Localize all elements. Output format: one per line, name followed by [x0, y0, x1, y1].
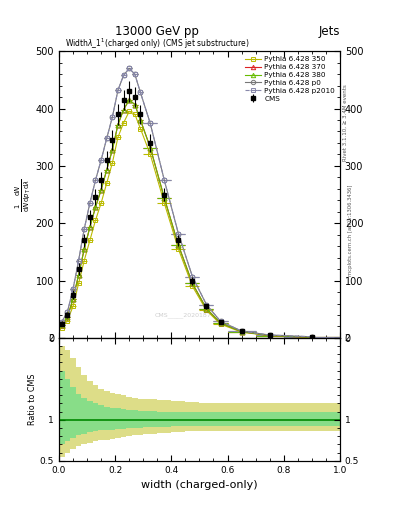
Y-axis label: Ratio to CMS: Ratio to CMS	[28, 374, 37, 425]
X-axis label: width (charged-only): width (charged-only)	[141, 480, 258, 490]
Y-axis label: $\frac{1}{\mathrm{d}N}\frac{\mathrm{d}N}{\mathrm{d}p_\mathrm{T}\,\mathrm{d}\lamb: $\frac{1}{\mathrm{d}N}\frac{\mathrm{d}N}…	[13, 178, 33, 211]
Text: Width$\lambda$_1$^1$(charged only) (CMS jet substructure): Width$\lambda$_1$^1$(charged only) (CMS …	[64, 37, 249, 51]
Text: 13000 GeV pp: 13000 GeV pp	[115, 26, 199, 38]
Text: Rivet 3.1.10, ≥ 3.4M events: Rivet 3.1.10, ≥ 3.4M events	[343, 84, 347, 161]
Text: CMS_____2020187: CMS_____2020187	[154, 312, 211, 318]
Text: Jets: Jets	[318, 26, 340, 38]
Text: mcplots.cern.ch [arXiv:1306.3436]: mcplots.cern.ch [arXiv:1306.3436]	[349, 185, 353, 276]
Legend: Pythia 6.428 350, Pythia 6.428 370, Pythia 6.428 380, Pythia 6.428 p0, Pythia 6.: Pythia 6.428 350, Pythia 6.428 370, Pyth…	[242, 53, 338, 104]
